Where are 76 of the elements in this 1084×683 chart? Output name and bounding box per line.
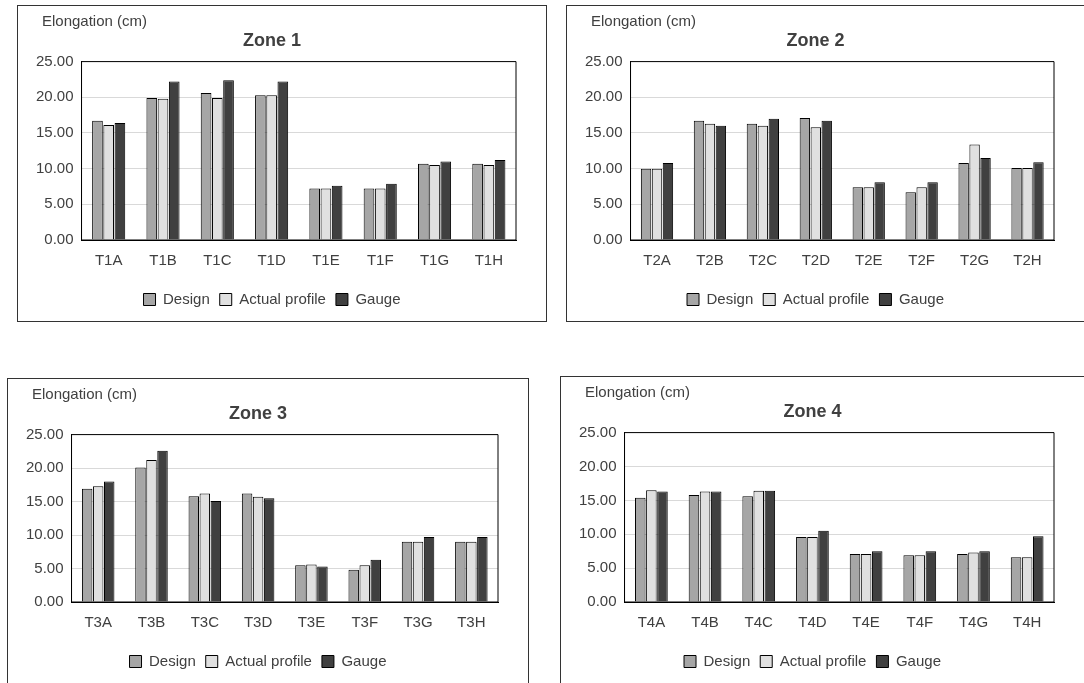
y-tick-label: 5.00 bbox=[44, 194, 74, 212]
x-tick-label: T4C bbox=[744, 613, 774, 631]
y-tick-label: 15.00 bbox=[584, 123, 623, 141]
y-tick-label: 25.00 bbox=[584, 51, 623, 69]
x-tick-label: T4G bbox=[958, 613, 989, 631]
legend-label: Gauge bbox=[898, 289, 944, 307]
x-tick-label: T3B bbox=[137, 613, 166, 631]
y-tick-label: 10.00 bbox=[584, 158, 623, 176]
x-tick-label: T4D bbox=[798, 613, 827, 631]
x-tick-label: T3G bbox=[403, 613, 433, 631]
y-tick-label: 0.00 bbox=[587, 592, 617, 610]
y-tick-label: 25.00 bbox=[578, 422, 617, 440]
x-tick-label: T1H bbox=[474, 251, 504, 269]
y-tick-label: 5.00 bbox=[587, 558, 617, 576]
y-tick-label: 10.00 bbox=[578, 524, 617, 542]
x-tick-label: T1B bbox=[149, 251, 177, 269]
chart-title: Zone 2 bbox=[786, 29, 845, 50]
x-tick-label: T2G bbox=[960, 251, 990, 269]
x-tick-label: T3A bbox=[84, 613, 112, 631]
x-tick-label: T4E bbox=[852, 613, 880, 631]
x-tick-label: T4A bbox=[637, 613, 666, 631]
legend-label: Gauge bbox=[341, 651, 387, 669]
legend-label: Design bbox=[163, 289, 210, 307]
x-tick-label: T1C bbox=[203, 251, 232, 269]
legend-label: Design bbox=[149, 651, 196, 669]
legend-label: Actual profile bbox=[239, 289, 326, 307]
x-tick-label: T2D bbox=[801, 251, 831, 269]
y-tick-label: 10.00 bbox=[25, 525, 64, 543]
legend-label: Actual profile bbox=[779, 651, 867, 669]
legend-label: Design bbox=[703, 651, 751, 669]
y-tick-label: 15.00 bbox=[35, 123, 74, 141]
y-tick-label: 5.00 bbox=[593, 194, 623, 212]
legend-label: Actual profile bbox=[225, 651, 312, 669]
y-tick-label: 0.00 bbox=[44, 230, 74, 248]
y-axis-title: Elongation (cm) bbox=[591, 12, 697, 29]
legend-label: Actual profile bbox=[782, 289, 870, 307]
chart-title: Zone 1 bbox=[242, 29, 302, 50]
x-tick-label: T2F bbox=[908, 251, 935, 269]
x-tick-label: T3D bbox=[243, 613, 273, 631]
x-tick-label: T3F bbox=[351, 613, 379, 631]
x-tick-label: T2H bbox=[1013, 251, 1042, 269]
x-tick-label: T2E bbox=[854, 251, 883, 269]
x-tick-label: T1E bbox=[312, 251, 340, 269]
y-tick-label: 20.00 bbox=[578, 456, 617, 474]
y-tick-label: 20.00 bbox=[584, 87, 623, 105]
chart-title: Zone 4 bbox=[783, 400, 842, 421]
x-tick-label: T3C bbox=[190, 613, 220, 631]
y-axis-title: Elongation (cm) bbox=[585, 383, 691, 400]
x-tick-label: T3H bbox=[457, 613, 486, 631]
y-tick-label: 20.00 bbox=[35, 87, 74, 105]
legend-label: Design bbox=[706, 289, 754, 307]
x-tick-label: T2B bbox=[696, 251, 724, 269]
x-tick-label: T4F bbox=[906, 613, 934, 631]
x-tick-label: T1G bbox=[419, 251, 450, 269]
y-tick-label: 15.00 bbox=[25, 491, 64, 509]
x-tick-label: T1D bbox=[257, 251, 286, 269]
y-tick-label: 20.00 bbox=[25, 458, 64, 476]
chart-title: Zone 3 bbox=[228, 402, 288, 423]
y-tick-label: 25.00 bbox=[25, 424, 64, 442]
x-tick-label: T1F bbox=[366, 251, 394, 269]
y-tick-label: 10.00 bbox=[35, 158, 74, 176]
y-tick-label: 15.00 bbox=[578, 490, 617, 508]
legend-label: Gauge bbox=[895, 651, 941, 669]
y-axis-title: Elongation (cm) bbox=[42, 12, 148, 29]
x-tick-label: T2C bbox=[748, 251, 778, 269]
x-tick-label: T4H bbox=[1012, 613, 1042, 631]
x-tick-label: T1A bbox=[94, 251, 123, 269]
y-tick-label: 0.00 bbox=[593, 230, 623, 248]
y-tick-label: 5.00 bbox=[34, 558, 64, 576]
y-tick-label: 25.00 bbox=[35, 51, 74, 69]
x-tick-label: T4B bbox=[691, 613, 719, 631]
y-axis-title: Elongation (cm) bbox=[32, 385, 138, 402]
x-tick-label: T2A bbox=[643, 251, 671, 269]
legend-label: Gauge bbox=[355, 289, 401, 307]
x-tick-label: T3E bbox=[297, 613, 326, 631]
y-tick-label: 0.00 bbox=[34, 592, 64, 610]
